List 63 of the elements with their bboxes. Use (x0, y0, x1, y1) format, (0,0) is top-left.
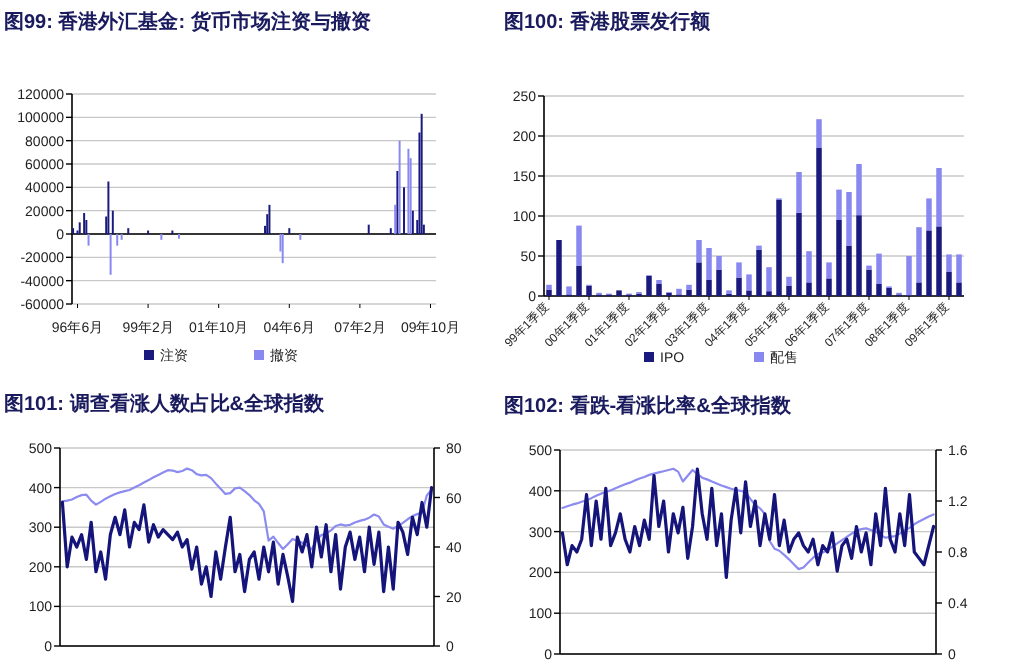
bar (766, 267, 772, 292)
bar (926, 230, 932, 296)
line-series (60, 486, 434, 604)
bar (716, 256, 722, 270)
bar (716, 269, 722, 296)
bar (676, 288, 682, 295)
bar (876, 253, 882, 284)
bar (696, 262, 702, 296)
bar (916, 282, 922, 296)
bar (616, 290, 622, 296)
bar (576, 225, 582, 266)
bar (806, 251, 812, 283)
bar (936, 226, 942, 296)
bar (806, 282, 812, 296)
bar (956, 282, 962, 296)
bar (876, 284, 882, 296)
bar (946, 254, 952, 272)
bar (846, 245, 852, 296)
bar (656, 284, 662, 296)
chart-title: 图100: 香港股票发行额 (504, 10, 712, 34)
bar (886, 288, 892, 296)
bar (746, 274, 752, 291)
bar (926, 198, 932, 231)
bar (826, 278, 832, 296)
chart-title: 图99: 香港外汇基金: 货币市场注资与撤资 (4, 10, 371, 34)
bar (696, 240, 702, 263)
bar (846, 192, 852, 246)
bar (706, 248, 712, 280)
bar (776, 200, 782, 296)
bar (816, 148, 822, 296)
bar (736, 277, 742, 296)
bar (796, 172, 802, 213)
bar (786, 276, 792, 286)
bar (916, 227, 922, 283)
bar (736, 262, 742, 278)
bar (586, 285, 592, 296)
bar (856, 215, 862, 296)
bar (906, 256, 912, 296)
bar (576, 265, 582, 296)
bar (646, 276, 652, 296)
bar (746, 290, 752, 296)
bar (816, 119, 822, 148)
bar (836, 189, 842, 220)
bar (756, 249, 762, 296)
chart-title: 图101: 调查看涨人数占比&全球指数 (4, 392, 327, 416)
bar (956, 254, 962, 283)
bar (866, 269, 872, 296)
bar (706, 280, 712, 296)
bar (686, 289, 692, 296)
bar (686, 284, 692, 290)
bar (546, 289, 552, 296)
bar (796, 212, 802, 296)
chart-title: 图102: 看跌-看涨比率&全球指数 (504, 394, 793, 418)
bar (836, 220, 842, 296)
bar (936, 168, 942, 227)
bar (856, 164, 862, 216)
bar (946, 272, 952, 296)
line-series (61, 467, 433, 551)
bar (826, 262, 832, 279)
bar (786, 285, 792, 296)
bar (566, 286, 572, 295)
bar (556, 240, 562, 296)
bar (546, 284, 552, 290)
